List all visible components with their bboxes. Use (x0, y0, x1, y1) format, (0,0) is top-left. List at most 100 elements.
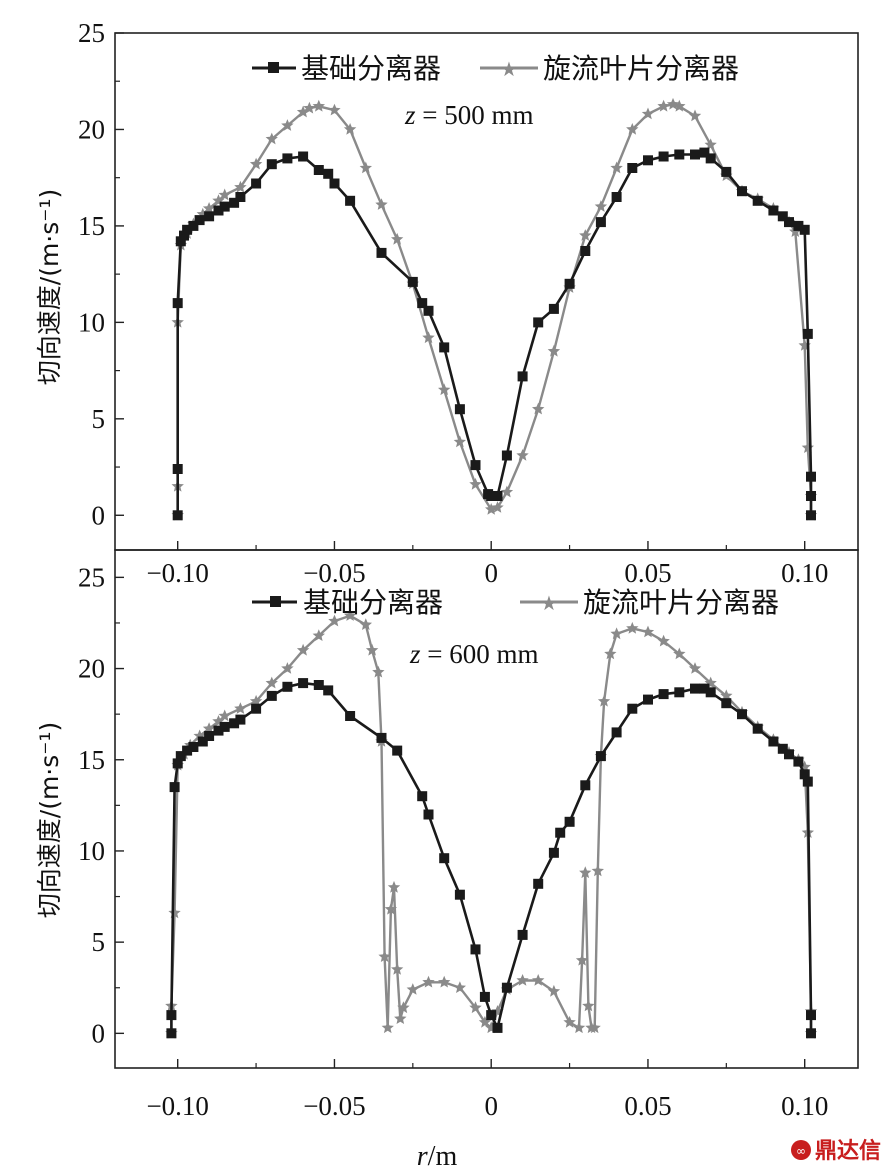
bottom-point-basic (501, 982, 512, 993)
top-point-basic (611, 192, 622, 202)
top-point-basic (439, 342, 450, 353)
bottom-legend-label-basic: 基础分离器 (303, 586, 443, 619)
bottom-legend-marker-vane: ★ (540, 591, 558, 615)
bottom-point-basic (229, 718, 240, 729)
top-point-vane (626, 123, 639, 135)
bottom-point-vane (296, 643, 310, 656)
top-point-basic (768, 205, 779, 216)
top-point-vane (500, 485, 514, 498)
top-point-vane (422, 331, 435, 344)
bottom-point-vane (516, 974, 529, 986)
top-point-basic (235, 192, 246, 202)
top-point-vane (249, 157, 263, 170)
top-legend-marker-vane: ★ (500, 57, 518, 81)
bottom-point-vane (218, 709, 231, 722)
bottom-condition-value: = 600 mm (421, 639, 539, 669)
top-y-tick-label: 15 (78, 211, 105, 241)
bottom-point-basic (188, 742, 199, 752)
top-y-tick-label: 20 (78, 114, 105, 144)
bottom-legend-label-vane: 旋流叶片分离器 (583, 586, 779, 619)
top-axis-ticks (115, 32, 806, 550)
top-point-basic (313, 165, 324, 175)
top-series-layer (171, 97, 818, 521)
bottom-condition-label: z = 600 mm (409, 639, 539, 669)
bottom-point-vane (281, 662, 294, 674)
bottom-point-basic (423, 809, 434, 820)
top-point-vane (391, 232, 404, 245)
bottom-point-basic (564, 816, 575, 827)
top-point-vane (234, 180, 247, 193)
top-point-basic (182, 224, 193, 235)
bottom-point-basic (627, 703, 638, 714)
top-point-basic (179, 230, 189, 241)
top-y-tick-label: 5 (92, 404, 106, 434)
bottom-point-basic (204, 731, 215, 741)
top-point-vane (491, 501, 504, 513)
bottom-series-basic (166, 678, 816, 1039)
bottom-y-tick-label: 5 (92, 927, 106, 957)
bottom-point-basic (213, 725, 224, 736)
top-point-basic (752, 195, 763, 206)
top-point-basic (172, 298, 183, 309)
top-y-tick-label: 25 (78, 18, 105, 48)
bottom-y-tick-labels: 0 5 10 15 20 25 −0.10 −0.05 0 0.05 0.10 (78, 562, 828, 1121)
top-point-basic (501, 450, 512, 461)
top-point-basic (423, 305, 434, 316)
bottom-x-tick-label: 0.05 (624, 1091, 671, 1121)
bottom-point-basic (182, 745, 193, 756)
bottom-point-vane (547, 984, 561, 997)
top-point-basic (486, 491, 497, 501)
top-point-vane (516, 449, 529, 461)
watermark-logo-icon (791, 1140, 811, 1160)
top-y-tick-label: 10 (78, 307, 105, 337)
top-point-basic (470, 460, 481, 471)
bottom-condition-var: z (409, 639, 421, 669)
bottom-series-vane (165, 609, 818, 1039)
bottom-point-vane (688, 662, 702, 674)
bottom-point-basic (313, 680, 324, 690)
top-x-tick-label: −0.05 (303, 558, 365, 588)
bottom-point-basic (806, 1028, 816, 1039)
top-point-basic (564, 278, 575, 289)
bottom-point-basic (345, 711, 356, 721)
bottom-point-basic (235, 714, 246, 725)
top-point-vane (532, 402, 545, 415)
bottom-point-vane (387, 880, 401, 893)
bottom-point-vane (673, 647, 686, 660)
bottom-point-vane (343, 609, 357, 621)
bottom-point-basic (674, 687, 685, 698)
bottom-point-basic (793, 756, 804, 767)
top-point-basic (627, 163, 638, 173)
bottom-y-tick-label: 15 (78, 745, 105, 775)
top-condition-label: z = 500 mm (404, 100, 534, 130)
top-point-vane (673, 99, 686, 112)
bottom-point-vane (563, 1015, 576, 1028)
bottom-point-vane (579, 866, 592, 879)
bottom-point-vane (591, 864, 604, 877)
bottom-point-basic (643, 694, 653, 705)
top-point-vane (281, 119, 294, 131)
bottom-point-basic (806, 1010, 816, 1021)
top-condition-value: = 500 mm (416, 100, 534, 130)
top-point-basic (595, 217, 606, 228)
top-point-vane (359, 161, 372, 174)
bottom-point-basic (219, 721, 230, 732)
top-point-basic (213, 205, 224, 216)
bottom-point-basic (737, 709, 747, 720)
top-y-tick-label: 0 (92, 500, 106, 530)
bottom-point-vane (626, 621, 639, 634)
bottom-point-basic (486, 1010, 497, 1021)
top-point-basic (345, 195, 356, 206)
bottom-x-tick-label: −0.05 (303, 1091, 365, 1121)
top-point-basic (705, 153, 716, 164)
bottom-point-basic (417, 791, 428, 802)
top-point-basic (533, 317, 544, 328)
top-point-vane (469, 477, 482, 490)
top-point-vane (579, 229, 592, 241)
bottom-point-basic (777, 743, 788, 754)
top-point-vane (218, 188, 231, 201)
top-point-basic (737, 186, 747, 197)
top-point-vane (610, 161, 623, 174)
bottom-point-vane (641, 625, 655, 638)
bottom-line-vane (170, 614, 813, 1034)
